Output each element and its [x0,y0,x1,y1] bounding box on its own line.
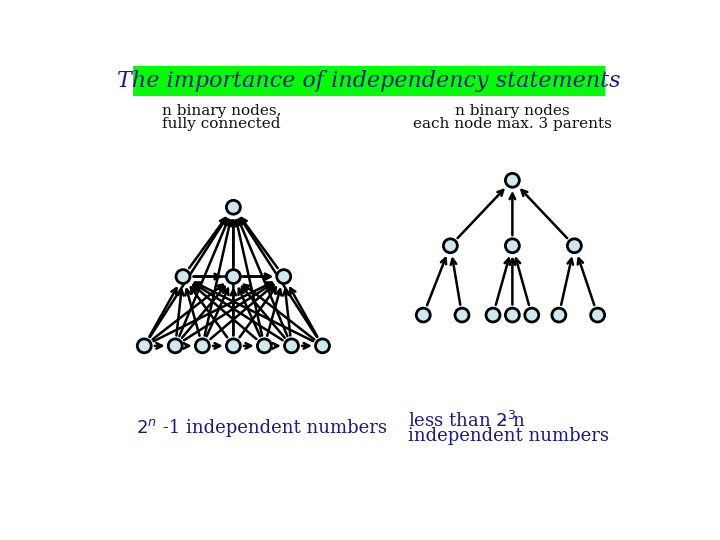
FancyBboxPatch shape [132,66,606,96]
Text: $\cdot$ n: $\cdot$ n [500,411,526,429]
Circle shape [505,173,519,187]
Circle shape [195,339,210,353]
Circle shape [416,308,431,322]
Circle shape [552,308,566,322]
Text: The importance of independency statements: The importance of independency statement… [117,70,621,92]
Text: fully connected: fully connected [163,117,281,131]
Text: $2^n$: $2^n$ [137,419,157,437]
Circle shape [168,339,182,353]
Circle shape [226,269,240,284]
Circle shape [226,339,240,353]
Circle shape [138,339,151,353]
Circle shape [505,239,519,253]
Circle shape [258,339,271,353]
Circle shape [505,308,519,322]
Circle shape [525,308,539,322]
Circle shape [486,308,500,322]
Text: independent numbers: independent numbers [408,427,608,445]
Circle shape [276,269,291,284]
Circle shape [315,339,330,353]
Circle shape [284,339,299,353]
Text: n binary nodes: n binary nodes [455,104,570,118]
Circle shape [567,239,581,253]
Circle shape [444,239,457,253]
Circle shape [455,308,469,322]
Text: less than $2^3$: less than $2^3$ [408,410,516,430]
Circle shape [590,308,605,322]
Text: -1 independent numbers: -1 independent numbers [157,419,387,437]
Text: n binary nodes,: n binary nodes, [162,104,282,118]
Circle shape [226,200,240,214]
Circle shape [176,269,190,284]
Text: each node max. 3 parents: each node max. 3 parents [413,117,612,131]
